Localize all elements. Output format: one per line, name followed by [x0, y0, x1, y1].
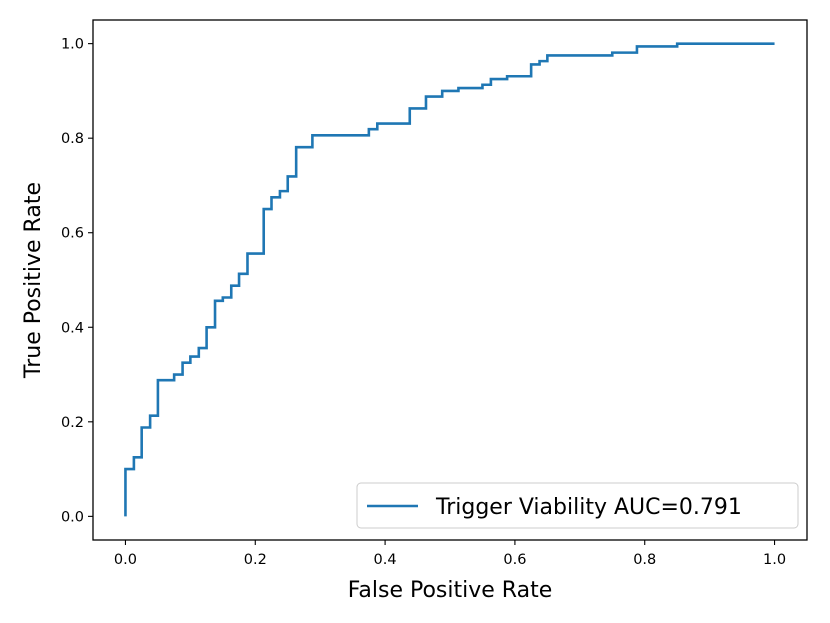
y-tick-label: 0.2	[61, 415, 84, 431]
x-tick-label: 0.2	[244, 552, 267, 568]
x-axis-ticks: 0.0 0.2 0.4 0.6 0.8 1.0	[114, 540, 786, 568]
x-tick-label: 0.4	[374, 552, 397, 568]
x-tick-label: 0.0	[114, 552, 137, 568]
series-layer	[125, 44, 774, 517]
y-tick-label: 0.0	[61, 509, 84, 525]
x-tick-label: 0.6	[503, 552, 526, 568]
x-tick-label: 1.0	[763, 552, 786, 568]
y-axis-label: True Positive Rate	[21, 182, 46, 379]
y-tick-label: 0.4	[61, 320, 84, 336]
y-tick-label: 0.8	[61, 131, 84, 147]
y-axis-ticks: 0.0 0.2 0.4 0.6 0.8 1.0	[61, 37, 93, 526]
roc-curve-line	[125, 44, 774, 517]
legend: Trigger Viability AUC=0.791	[357, 483, 798, 528]
x-axis-label: False Positive Rate	[348, 578, 552, 603]
plot-frame	[93, 20, 807, 540]
y-tick-label: 1.0	[61, 37, 84, 53]
legend-label: Trigger Viability AUC=0.791	[435, 495, 742, 520]
y-tick-label: 0.6	[61, 226, 84, 242]
x-tick-label: 0.8	[633, 552, 656, 568]
